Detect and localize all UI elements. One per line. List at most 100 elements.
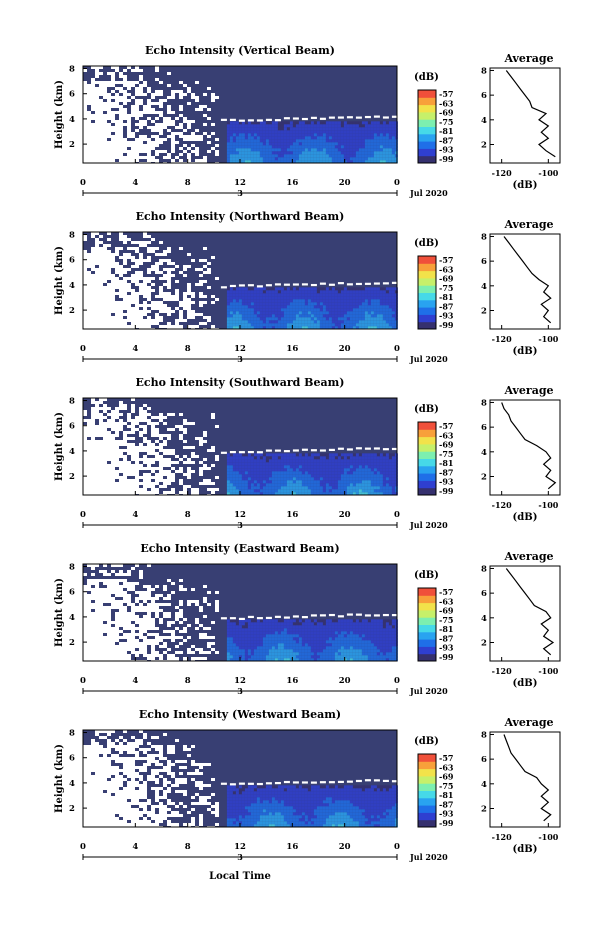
colorbar-tick-label: -99 [439,818,454,828]
colorbar-tick-label: -87 [439,467,453,477]
date-label: 3 [237,520,243,530]
x-tick-label: 4 [132,676,138,686]
colorbar-tick-label: -57 [439,753,453,763]
average-x-tick-label: -120 [492,334,512,344]
colorbar-tick-label: -75 [439,781,453,791]
average-y-tick-label: 4 [481,282,487,292]
y-tick-label: 8 [69,729,75,739]
y-tick-label: 8 [69,397,75,407]
colorbar-tick-label: -57 [439,89,453,99]
average-y-tick-label: 8 [481,730,487,740]
colorbar-unit: (dB) [414,238,439,249]
colorbar-tick-label: -93 [439,809,454,819]
average-profile-line [505,568,555,656]
y-tick-label: 6 [69,422,75,432]
average-x-tick-label: -100 [538,334,558,344]
average-profile-line [505,70,556,158]
colorbar-tick-label: -75 [439,449,453,459]
panel-northward: Echo Intensity (Northward Beam) 2 4 6 8 Heigh… [54,210,561,364]
panel-title: Echo Intensity (Northward Beam) [136,210,345,223]
x-tick-label: 8 [185,510,191,520]
average-y-tick-label: 2 [481,472,487,482]
x-tick-label: 0 [394,510,400,520]
x-tick-label: 0 [80,842,86,852]
colorbar-tick-label: -93 [439,145,454,155]
average-x-axis-label: (dB) [513,512,538,523]
x-tick-label: 0 [394,344,400,354]
y-tick-label: 4 [69,447,75,457]
colorbar-unit: (dB) [414,736,439,747]
colorbar-tick-label: -69 [439,606,454,616]
colorbar-tick-label: -81 [439,624,453,634]
x-tick-label: 8 [185,344,191,354]
y-tick-label: 6 [69,90,75,100]
date-label: 3 [237,188,243,198]
x-tick-label: 8 [185,842,191,852]
x-tick-label: 0 [394,842,400,852]
date-label: 3 [237,852,243,862]
x-tick-label: 16 [286,676,298,686]
colorbar-tick-label: -81 [439,292,453,302]
echo-region [220,779,398,828]
x-tick-label: 16 [286,178,298,188]
average-y-tick-label: 4 [481,780,487,790]
colorbar-tick-label: -87 [439,301,453,311]
x-tick-label: 20 [339,178,351,188]
colorbar [417,255,437,330]
y-tick-label: 2 [69,306,75,316]
colorbar-tick-label: -99 [439,320,454,330]
x-tick-label: 20 [339,510,351,520]
x-tick-label: 12 [234,842,246,852]
panel-title: Echo Intensity (Vertical Beam) [145,44,335,57]
colorbar-tick-label: -75 [439,117,453,127]
average-title: Average [503,52,553,65]
x-tick-label: 4 [132,842,138,852]
colorbar-tick-label: -81 [439,458,453,468]
panel-southward: Echo Intensity (Southward Beam) 2 4 6 8 Heigh… [54,376,561,530]
average-title: Average [503,550,553,563]
colorbar-tick-label: -69 [439,108,454,118]
panel-vertical: Echo Intensity (Vertical Beam) 2 4 6 8 Height… [54,44,561,198]
average-frame [489,565,561,662]
date-label: 3 [237,686,243,696]
echo-region [220,115,398,164]
colorbar [417,89,437,164]
average-y-tick-label: 2 [481,804,487,814]
average-x-axis-label: (dB) [513,180,538,191]
date-label: 3 [237,354,243,364]
colorbar [417,421,437,496]
y-tick-label: 4 [69,281,75,291]
colorbar-tick-label: -81 [439,790,453,800]
average-y-tick-label: 6 [481,91,487,101]
x-tick-label: 0 [80,676,86,686]
average-y-tick-label: 8 [481,398,487,408]
x-tick-label: 8 [185,676,191,686]
average-y-tick-label: 2 [481,306,487,316]
month-label: Jul 2020 [409,520,448,530]
average-x-axis-label: (dB) [513,844,538,855]
average-frame [489,67,561,164]
average-title: Average [503,716,553,729]
average-profile-line [501,402,557,490]
x-tick-label: 0 [80,510,86,520]
average-frame [489,731,561,828]
colorbar-tick-label: -57 [439,421,453,431]
average-x-tick-label: -100 [538,500,558,510]
colorbar-tick-label: -63 [439,762,454,772]
missing-data-region [83,398,219,497]
colorbar-tick-label: -57 [439,587,453,597]
average-y-tick-label: 2 [481,638,487,648]
x-tick-label: 4 [132,510,138,520]
average-y-tick-label: 4 [481,614,487,624]
colorbar-unit: (dB) [414,570,439,581]
panel-title: Echo Intensity (Southward Beam) [136,376,345,389]
x-tick-label: 8 [185,178,191,188]
x-tick-label: 12 [234,178,246,188]
average-profile-line [503,734,552,822]
colorbar-unit: (dB) [414,404,439,415]
y-tick-label: 8 [69,563,75,573]
x-tick-label: 16 [286,344,298,354]
colorbar-tick-label: -69 [439,274,454,284]
colorbar-tick-label: -87 [439,633,453,643]
